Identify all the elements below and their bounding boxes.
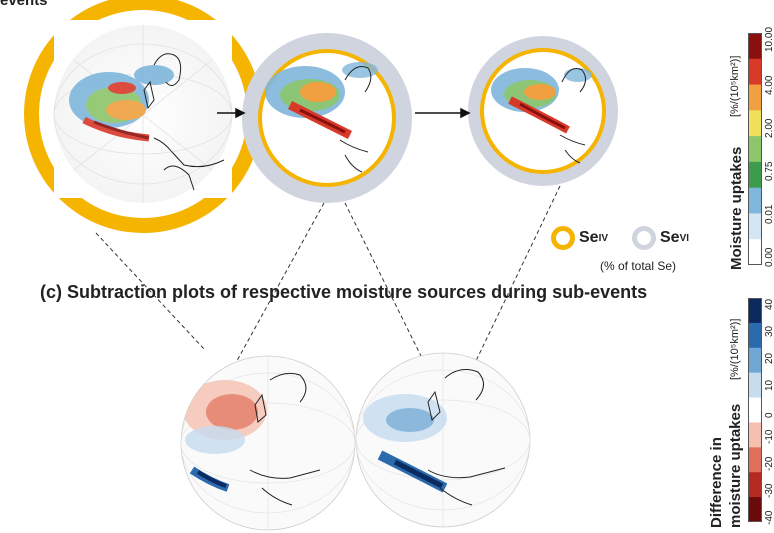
colorbar-segment: [748, 298, 762, 324]
colorbar-top-unit: [%/(10⁵km²)]: [729, 55, 741, 117]
colorbar-tick-label: 0.01: [764, 204, 774, 224]
subevent-3-map: [468, 36, 618, 186]
legend-se6: Se VI: [632, 226, 689, 250]
difference-map-1: [180, 355, 356, 531]
colorbar-tick-label: 0.75: [764, 161, 774, 181]
colorbar-bottom-title-line1: Difference in: [708, 437, 725, 528]
colorbar-segment: [748, 239, 762, 265]
colorbar-tick-label: 40: [764, 298, 774, 310]
colorbar-segment: [748, 397, 762, 423]
colorbar-tick-label: 4.00: [764, 75, 774, 95]
legend-note: (% of total Se): [600, 259, 677, 273]
colorbar-tick-label: 0.00: [764, 247, 774, 267]
colorbar-segment: [748, 33, 762, 60]
colorbar-segment: [748, 447, 762, 473]
section-c-title: (c) Subtraction plots of respective mois…: [40, 282, 648, 302]
colorbar-segment: [748, 497, 762, 522]
colorbar-segment: [748, 322, 762, 349]
colorbar-segment: [748, 110, 762, 137]
colorbar-tick-label: 10: [764, 379, 774, 391]
colorbar-segment: [748, 161, 762, 189]
colorbar-tick-label: 0: [764, 411, 774, 418]
legend-se4: Se IV: [551, 226, 608, 250]
colorbar-bottom: [748, 298, 762, 522]
colorbar-bottom-unit: [%/(10⁵km²)]: [729, 318, 741, 380]
colorbar-top: [748, 33, 762, 265]
colorbar-tick-label: 20: [764, 352, 774, 364]
se6-label: Se: [660, 229, 680, 246]
se4-ring-icon: [551, 226, 575, 250]
header-fragment: events: [0, 0, 48, 9]
colorbar-tick-label: -30: [764, 483, 774, 499]
colorbar-tick-label: 10.00: [764, 26, 774, 52]
colorbar-segment: [748, 472, 762, 498]
colorbar-segment: [748, 187, 762, 214]
se6-sup: VI: [679, 232, 690, 244]
colorbar-segment: [748, 347, 762, 374]
colorbar-top-title: Moisture uptakes: [728, 146, 745, 270]
colorbar-tick-label: -40: [764, 510, 774, 525]
subevent-1-map: [24, 0, 262, 233]
colorbar-tick-label: 30: [764, 325, 774, 337]
colorbar-segment: [748, 372, 762, 399]
colorbar-tick-label: 2.00: [764, 118, 774, 138]
colorbar-segment: [748, 213, 762, 240]
colorbar-segment: [748, 84, 762, 111]
colorbar-tick-label: -10: [764, 429, 774, 445]
se4-label: Se: [579, 229, 599, 246]
colorbar-bottom-title-line2: moisture uptakes: [727, 403, 744, 528]
sequence-arrows: [217, 107, 471, 119]
connector-lines: [95, 185, 561, 378]
colorbar-segment: [748, 136, 762, 163]
subevent-2-map: [242, 33, 412, 203]
se4-sup: IV: [598, 232, 609, 244]
colorbar-segment: [748, 58, 762, 86]
colorbar-segment: [748, 422, 762, 448]
se6-ring-icon: [632, 226, 656, 250]
colorbar-tick-label: -20: [764, 456, 774, 472]
difference-map-2: [355, 352, 531, 528]
